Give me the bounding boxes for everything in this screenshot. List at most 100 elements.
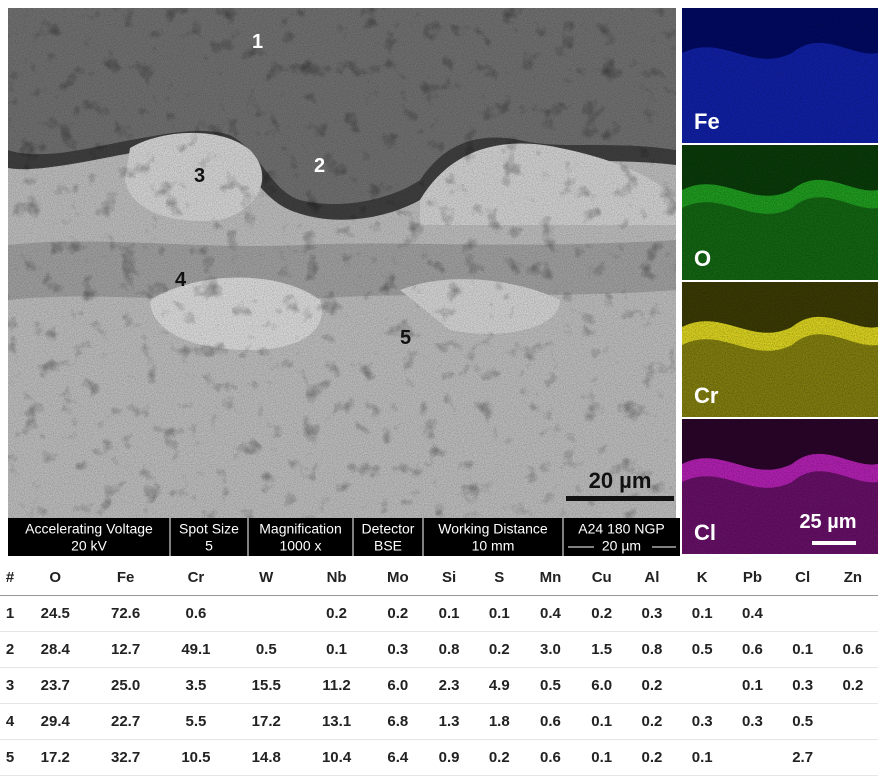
info-value: 10 mm bbox=[472, 538, 515, 554]
scale-label: 20 µm bbox=[589, 468, 652, 493]
info-value: BSE bbox=[374, 538, 402, 554]
table-cell: 24.5 bbox=[20, 596, 90, 632]
table-cell: 0.1 bbox=[424, 596, 474, 632]
table-cell: 10.4 bbox=[301, 740, 371, 776]
table-cell: 0.1 bbox=[778, 632, 828, 668]
table-cell: 2.3 bbox=[424, 668, 474, 704]
table-cell: 22.7 bbox=[90, 704, 160, 740]
table-cell: 6.0 bbox=[372, 668, 424, 704]
table-cell: 0.1 bbox=[577, 704, 627, 740]
table-cell: 0.9 bbox=[424, 740, 474, 776]
table-cell: 0.6 bbox=[524, 740, 576, 776]
point-label: 2 bbox=[314, 155, 325, 177]
table-cell: 0.6 bbox=[161, 596, 231, 632]
table-cell: 0.2 bbox=[627, 704, 677, 740]
table-cell: 6.0 bbox=[577, 668, 627, 704]
header-cell: Pb bbox=[727, 560, 777, 596]
table-cell: 0.1 bbox=[677, 740, 727, 776]
header-cell: Si bbox=[424, 560, 474, 596]
table-cell: 29.4 bbox=[20, 704, 90, 740]
map-scale-bar bbox=[812, 541, 856, 545]
table-cell: 0.2 bbox=[372, 596, 424, 632]
header-cell: S bbox=[474, 560, 524, 596]
info-label: A24 180 NGP bbox=[578, 521, 664, 537]
table-row: 124.572.60.60.20.20.10.10.40.20.30.10.4 bbox=[0, 596, 878, 632]
table-cell: 0.8 bbox=[424, 632, 474, 668]
table-cell: 32.7 bbox=[90, 740, 160, 776]
table-cell: 1.5 bbox=[577, 632, 627, 668]
table-cell: 72.6 bbox=[90, 596, 160, 632]
table-cell: 0.6 bbox=[828, 632, 878, 668]
header-cell: Zn bbox=[828, 560, 878, 596]
table-cell: 5 bbox=[0, 740, 20, 776]
table-cell: 0.3 bbox=[677, 704, 727, 740]
header-cell: K bbox=[677, 560, 727, 596]
info-label: Detector bbox=[362, 521, 415, 537]
map-grain bbox=[682, 145, 878, 280]
table-cell: 0.5 bbox=[524, 668, 576, 704]
table-cell: 12.7 bbox=[90, 632, 160, 668]
info-value: 5 bbox=[205, 538, 213, 554]
table-cell: 17.2 bbox=[20, 740, 90, 776]
table-cell: 25.0 bbox=[90, 668, 160, 704]
header-cell: Fe bbox=[90, 560, 160, 596]
info-label: Spot Size bbox=[179, 521, 239, 537]
table-cell: 0.8 bbox=[627, 632, 677, 668]
table-cell: 5.5 bbox=[161, 704, 231, 740]
table-cell: 0.1 bbox=[301, 632, 371, 668]
page: {"figure": { "sem_points": ["1", "2", "3… bbox=[0, 0, 878, 775]
table-cell: 1.3 bbox=[424, 704, 474, 740]
info-label: Working Distance bbox=[438, 521, 548, 537]
table-cell bbox=[727, 740, 777, 776]
point-label: 5 bbox=[400, 327, 411, 349]
point-label: 1 bbox=[252, 31, 263, 53]
map-label: Cr bbox=[694, 383, 719, 408]
header-cell: # bbox=[0, 560, 20, 596]
point-label: 4 bbox=[175, 269, 187, 291]
table-cell: 0.2 bbox=[627, 740, 677, 776]
table-cell: 0.2 bbox=[474, 740, 524, 776]
table-cell: 0.4 bbox=[727, 596, 777, 632]
table-cell: 14.8 bbox=[231, 740, 301, 776]
table-cell: 0.6 bbox=[524, 704, 576, 740]
table-cell: 1 bbox=[0, 596, 20, 632]
table-cell: 0.5 bbox=[231, 632, 301, 668]
info-value: 20 kV bbox=[71, 538, 107, 554]
info-value: 20 µm bbox=[602, 538, 641, 554]
header-cell: Cu bbox=[577, 560, 627, 596]
header-cell: O bbox=[20, 560, 90, 596]
table-cell: 2.7 bbox=[778, 740, 828, 776]
map-label: Cl bbox=[694, 520, 716, 545]
table-cell: 0.2 bbox=[627, 668, 677, 704]
table-cell: 15.5 bbox=[231, 668, 301, 704]
header-cell: Nb bbox=[301, 560, 371, 596]
table-cell: 0.2 bbox=[828, 668, 878, 704]
table-cell: 23.7 bbox=[20, 668, 90, 704]
table-cell: 4.9 bbox=[474, 668, 524, 704]
table-cell: 0.5 bbox=[778, 704, 828, 740]
table-cell: 0.1 bbox=[727, 668, 777, 704]
table-cell: 0.3 bbox=[778, 668, 828, 704]
table-cell: 3.0 bbox=[524, 632, 576, 668]
table-cell: 0.4 bbox=[524, 596, 576, 632]
table-cell bbox=[828, 596, 878, 632]
table-cell bbox=[778, 596, 828, 632]
table-cell: 0.3 bbox=[627, 596, 677, 632]
header-cell: Cr bbox=[161, 560, 231, 596]
table-cell: 0.2 bbox=[474, 632, 524, 668]
header-cell: Al bbox=[627, 560, 677, 596]
map-label: O bbox=[694, 246, 711, 271]
header-cell: W bbox=[231, 560, 301, 596]
table-cell: 1.8 bbox=[474, 704, 524, 740]
info-label: Magnification bbox=[259, 521, 342, 537]
table-cell: 0.2 bbox=[577, 596, 627, 632]
scale-bar bbox=[566, 496, 674, 501]
table-cell: 2 bbox=[0, 632, 20, 668]
table-cell: 28.4 bbox=[20, 632, 90, 668]
map-scale-label: 25 µm bbox=[799, 511, 856, 533]
